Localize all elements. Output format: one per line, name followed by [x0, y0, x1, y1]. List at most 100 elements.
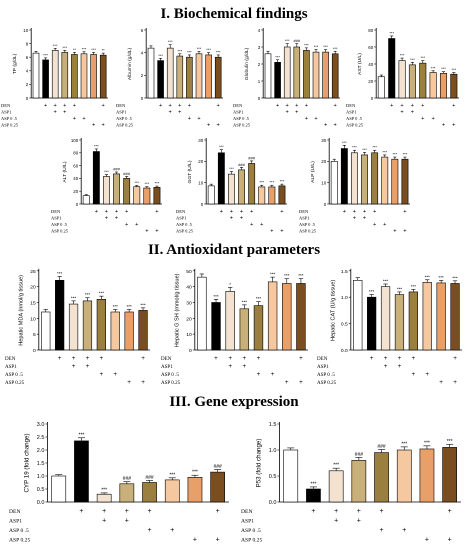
y-tick-label: 2	[141, 73, 144, 78]
chart-svg: P53 (fold change) 0.0 0.5 1.0 1.5 *** *** ### ##…	[241, 422, 461, 544]
bar	[450, 283, 460, 351]
significance-label: ***	[187, 49, 192, 54]
bar	[439, 73, 447, 99]
treatment-row-label: ASP 0.25	[299, 228, 317, 233]
significance-label: ***	[177, 48, 182, 53]
treatment-mark: +	[58, 355, 62, 362]
significance-label: ***	[62, 45, 67, 50]
significance-label: ***	[372, 145, 377, 150]
bar	[283, 46, 291, 99]
treatment-mark: +	[125, 222, 128, 228]
bar	[381, 156, 389, 205]
treatment-mark: +	[314, 116, 317, 122]
treatment-mark: +	[421, 116, 424, 122]
significance-label: ***	[382, 149, 387, 154]
treatment-row-label: ASP 0.25	[176, 228, 194, 233]
chart-svg: GGT (U/L) 0 10 20 30 *** *** ###### *** *** *** DEN…	[176, 138, 287, 234]
bar	[80, 53, 88, 99]
treatment-mark: +	[383, 222, 386, 228]
bar	[306, 488, 321, 503]
y-tick-label: 20	[321, 159, 326, 164]
bar	[133, 186, 141, 205]
treatment-mark: +	[357, 508, 361, 515]
treatment-mark: +	[95, 209, 98, 215]
y-axis-label: AST (U/L)	[357, 53, 363, 75]
significance-label: ###	[145, 475, 154, 481]
treatment-mark: +	[286, 103, 289, 109]
treatment-mark: +	[425, 371, 429, 378]
treatment-mark: +	[92, 122, 95, 128]
treatment-mark: +	[159, 103, 162, 109]
y-tick-label: 0.5	[341, 322, 348, 328]
significance-label: ***	[216, 49, 221, 54]
y-tick-label: 3	[258, 45, 261, 50]
bar	[419, 448, 435, 503]
treatment-mark: +	[380, 527, 384, 534]
treatment-mark: +	[178, 103, 181, 109]
treatment-row-label: ASP 0 .5	[241, 528, 261, 534]
treatment-mark: +	[100, 371, 104, 378]
treatment-row-label: DEN	[9, 509, 21, 515]
treatment-mark: +	[363, 215, 366, 221]
treatment-mark: +	[295, 103, 298, 109]
treatment-mark: +	[324, 122, 327, 128]
bar	[214, 56, 222, 99]
bar	[353, 280, 363, 351]
treatment-mark: +	[102, 103, 105, 109]
treatment-mark: +	[390, 103, 393, 109]
significance-label: ***	[242, 299, 248, 304]
treatment-mark: +	[170, 527, 174, 534]
y-tick-label: 4	[141, 50, 144, 55]
bar	[367, 296, 377, 351]
treatment-mark: +	[384, 355, 388, 362]
bar	[211, 302, 221, 351]
bar	[147, 47, 155, 99]
treatment-row-label: DEN	[176, 209, 186, 214]
treatment-mark: +	[373, 222, 376, 228]
bar	[119, 483, 135, 503]
y-axis-label: Hepatic MDA (nmol/g tissue)	[18, 275, 24, 346]
bar	[68, 303, 79, 351]
bar	[328, 470, 344, 503]
chart-ggt: GGT (U/L) 0 10 20 30 *** *** ### ### *** *** *** DEN…	[175, 132, 291, 236]
bar	[264, 53, 272, 99]
treatment-mark: +	[286, 109, 289, 115]
significance-label: ###	[377, 444, 386, 450]
bar	[71, 54, 78, 99]
treatment-mark: +	[242, 363, 246, 370]
significance-label: ###	[248, 155, 255, 160]
y-tick-label: 30	[186, 300, 192, 306]
bar	[361, 154, 368, 205]
treatment-mark: +	[217, 103, 220, 109]
bar	[166, 47, 174, 99]
bar	[293, 46, 301, 99]
significance-label: ***	[280, 179, 285, 184]
treatment-row-label: DEN	[1, 103, 11, 108]
significance-label: ***	[393, 152, 398, 157]
y-tick-label: 30	[198, 138, 203, 143]
y-tick-label: 2.5	[37, 435, 45, 441]
bar	[157, 60, 164, 99]
treatment-mark: +	[299, 379, 303, 386]
treatment-row-label: DEN	[299, 209, 309, 214]
bar	[82, 300, 93, 351]
y-tick-label: 40	[368, 62, 373, 67]
significance-label: ***	[362, 147, 367, 152]
bar	[186, 56, 193, 99]
treatment-row-label: ASP1	[9, 519, 22, 525]
treatment-row-label: ASP 0 .5	[51, 222, 68, 227]
significance-label: ***	[389, 30, 394, 35]
treatment-row-label: ASP1	[241, 519, 254, 525]
treatment-mark: +	[188, 103, 191, 109]
treatment-mark: +	[453, 379, 457, 386]
treatment-mark: +	[412, 371, 416, 378]
significance-label: ***	[192, 470, 198, 476]
treatment-mark: +	[400, 109, 403, 115]
treatment-mark: +	[240, 209, 243, 215]
significance-label: ***	[401, 441, 407, 447]
bar	[217, 152, 225, 205]
y-tick-label: 20	[30, 285, 36, 291]
y-tick-label: 0.0	[269, 500, 277, 506]
y-tick-label: 0	[201, 202, 204, 207]
significance-label: ***	[284, 273, 290, 278]
